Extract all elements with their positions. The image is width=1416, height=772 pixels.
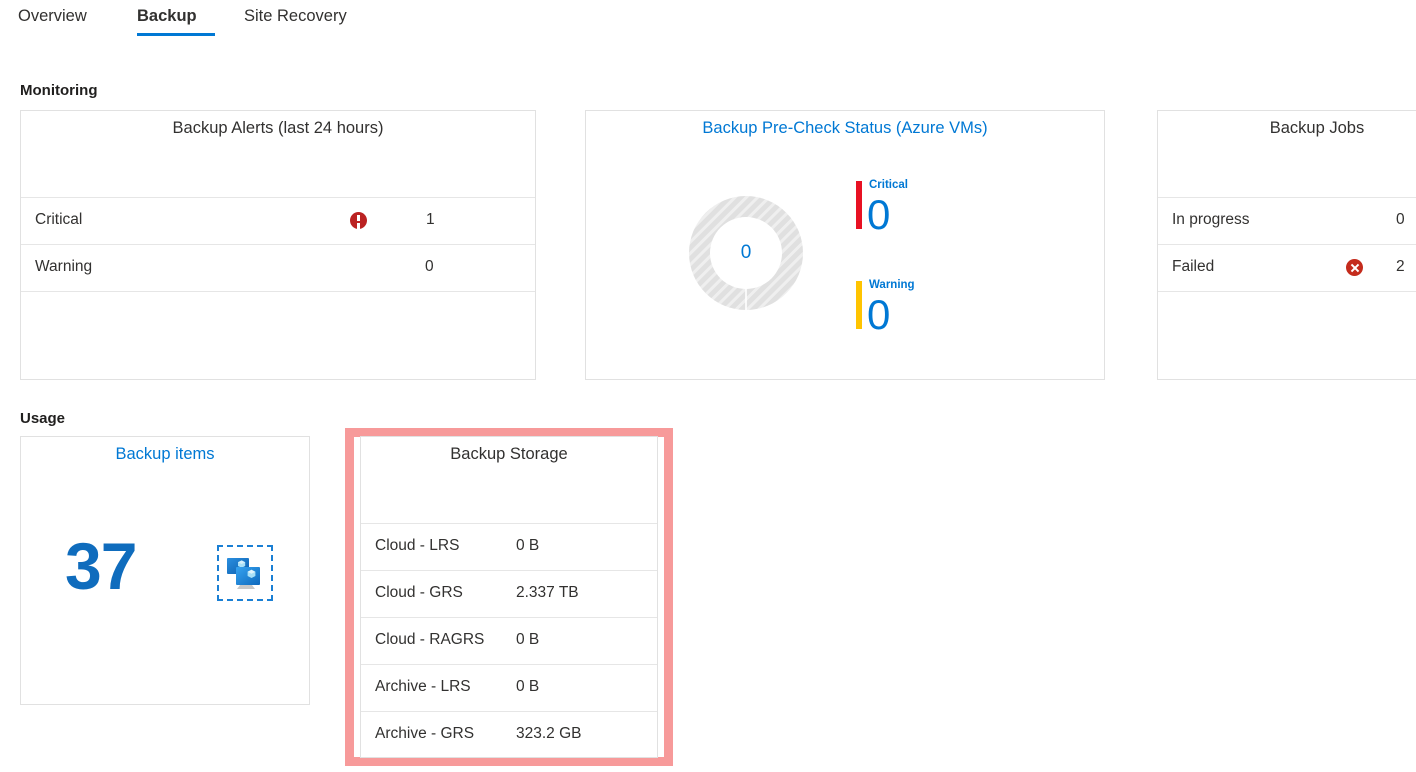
row-value-in-progress: 0 — [1396, 211, 1405, 228]
tab-bar: Overview Backup Site Recovery — [0, 0, 1416, 38]
section-heading-usage: Usage — [20, 410, 66, 427]
tab-backup[interactable]: Backup — [137, 7, 197, 25]
precheck-donut-chart: 0 — [689, 196, 803, 310]
section-heading-monitoring: Monitoring — [20, 82, 98, 99]
row-label-warning: Warning — [35, 258, 93, 275]
card-title-backup-alerts: Backup Alerts (last 24 hours) — [172, 119, 384, 137]
card-title-backup-jobs: Backup Jobs — [1269, 119, 1365, 137]
donut-center-value: 0 — [740, 242, 752, 263]
legend-label-warning: Warning — [869, 279, 915, 291]
row-label-critical: Critical — [35, 211, 83, 228]
row-value-archive-grs: 323.2 GB — [516, 725, 582, 742]
card-title-backup-precheck[interactable]: Backup Pre-Check Status (Azure VMs) — [702, 119, 988, 137]
legend-label-critical: Critical — [869, 179, 908, 191]
tab-overview[interactable]: Overview — [18, 7, 87, 25]
table-row[interactable]: Failed 2 — [1158, 244, 1416, 291]
table-row-empty — [21, 291, 535, 379]
table-row[interactable]: In progress 0 — [1158, 197, 1416, 244]
row-label-in-progress: In progress — [1172, 211, 1250, 228]
failed-job-icon — [1346, 259, 1363, 276]
row-label-archive-lrs: Archive - LRS — [375, 678, 471, 695]
row-value-cloud-ragrs: 0 B — [516, 631, 540, 648]
card-backup-storage: Backup Storage Cloud - LRS 0 B Cloud - G… — [360, 436, 658, 758]
row-label-archive-grs: Archive - GRS — [375, 725, 475, 742]
table-row[interactable]: Archive - LRS 0 B — [361, 664, 657, 711]
row-value-cloud-grs: 2.337 TB — [516, 584, 579, 601]
card-title-backup-items[interactable]: Backup items — [115, 445, 215, 463]
row-value-failed: 2 — [1396, 258, 1405, 275]
row-label-cloud-lrs: Cloud - LRS — [375, 537, 460, 554]
card-backup-alerts: Backup Alerts (last 24 hours) Critical 1… — [20, 110, 536, 380]
table-row[interactable]: Warning 0 — [21, 244, 535, 291]
tab-active-indicator — [137, 33, 215, 36]
azure-vm-icon[interactable] — [217, 545, 273, 601]
critical-alert-icon — [350, 212, 367, 229]
legend-value-warning: 0 — [867, 291, 891, 338]
legend-value-critical: 0 — [867, 191, 891, 238]
row-label-cloud-grs: Cloud - GRS — [375, 584, 463, 601]
table-row-empty — [1158, 291, 1416, 379]
tab-site-recovery[interactable]: Site Recovery — [244, 7, 347, 25]
table-row[interactable]: Cloud - GRS 2.337 TB — [361, 570, 657, 617]
table-row[interactable]: Cloud - LRS 0 B — [361, 523, 657, 570]
row-label-cloud-ragrs: Cloud - RAGRS — [375, 631, 485, 648]
card-backup-jobs: Backup Jobs In progress 0 Failed 2 — [1157, 110, 1416, 380]
table-row[interactable]: Cloud - RAGRS 0 B — [361, 617, 657, 664]
backup-items-count: 37 — [65, 529, 137, 603]
row-value-archive-lrs: 0 B — [516, 678, 540, 695]
card-backup-items: Backup items 37 — [20, 436, 310, 705]
legend-swatch-warning — [856, 281, 862, 329]
card-backup-precheck: Backup Pre-Check Status (Azure VMs) 0 Cr… — [585, 110, 1105, 380]
legend-swatch-critical — [856, 181, 862, 229]
row-value-warning: 0 — [425, 258, 434, 275]
row-value-cloud-lrs: 0 B — [516, 537, 540, 554]
row-value-critical: 1 — [426, 211, 435, 228]
row-label-failed: Failed — [1172, 258, 1215, 275]
card-title-backup-storage: Backup Storage — [450, 445, 568, 463]
table-row[interactable]: Critical 1 — [21, 197, 535, 244]
table-row[interactable]: Archive - GRS 323.2 GB — [361, 711, 657, 757]
